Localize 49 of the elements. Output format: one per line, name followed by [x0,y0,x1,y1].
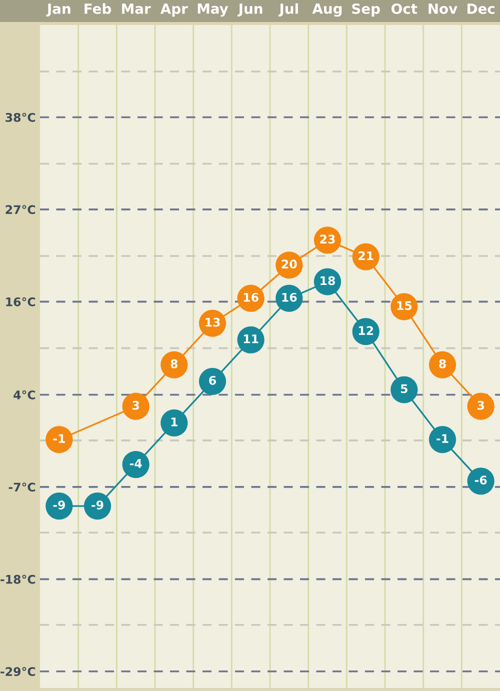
data-label: 23 [320,234,335,244]
data-label: 8 [170,359,178,368]
data-label: -9 [92,500,104,510]
data-label: 11 [244,334,258,344]
x-tick-label: Oct [392,3,418,14]
data-label: 1 [171,418,178,426]
data-label: -6 [474,476,487,485]
data-label: 13 [206,318,220,327]
x-tick-label: Nov [428,4,458,14]
x-tick-label: Aug [312,4,342,17]
x-tick-label: Dec [468,4,494,14]
data-label: 16 [244,292,258,302]
data-label: 5 [400,384,408,394]
point [390,376,418,404]
x-tick-label: May [198,4,228,17]
x-tick-label: Jun [238,4,262,17]
point [198,368,226,395]
data-label: 3 [478,400,484,410]
point [160,409,188,437]
y-tick-label: 38°C [6,112,36,122]
data-label: 21 [358,251,374,260]
y-tick-label: 4°C [14,390,36,400]
x-tick-label: Sep [352,3,380,17]
data-label: 20 [282,260,297,269]
x-tick-label: Mar [122,4,151,14]
point [160,351,188,378]
data-label: -1 [436,434,448,443]
point [467,392,494,420]
data-label: 3 [132,400,139,410]
y-tick-label: -18°C [0,574,36,584]
y-tick-label: 27°C [6,205,36,214]
x-tick-label: Feb [84,3,112,14]
x-tick-label: Apr [160,4,188,17]
data-label: -4 [130,459,142,468]
x-tick-label: Jan [46,4,70,17]
data-label: 18 [320,276,335,286]
data-label: -9 [53,500,65,510]
y-tick-label: -7°C [8,482,36,492]
data-label: 12 [358,326,374,335]
data-label: 15 [397,301,412,310]
y-tick-label: 16°C [6,297,36,306]
data-label: 8 [439,359,446,368]
data-label: -1 [53,434,65,443]
point [428,351,456,378]
data-label: 6 [209,376,216,385]
x-tick-label: Jul [278,3,298,17]
y-tick-label: -29°C [0,667,36,676]
point [122,392,150,420]
data-label: 16 [282,292,297,302]
